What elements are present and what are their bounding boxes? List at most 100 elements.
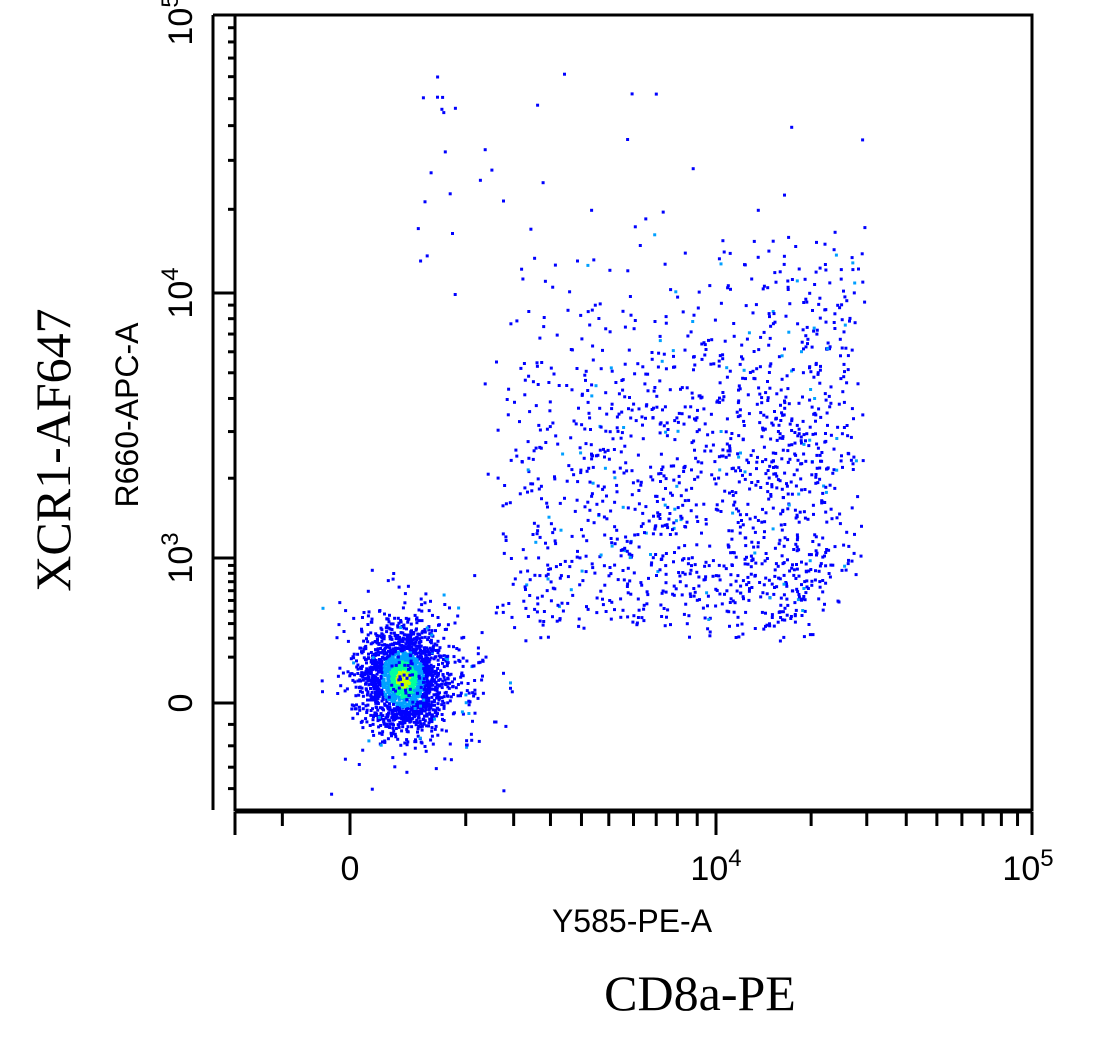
data-point xyxy=(602,515,606,519)
data-point xyxy=(725,417,729,421)
data-point xyxy=(384,695,388,699)
data-point xyxy=(728,369,732,373)
data-point xyxy=(768,336,772,340)
data-point xyxy=(591,481,595,485)
data-point xyxy=(405,770,409,774)
data-point xyxy=(644,531,648,535)
data-point xyxy=(685,520,689,524)
data-point xyxy=(780,411,784,415)
data-point xyxy=(716,508,720,512)
data-point xyxy=(819,562,823,566)
data-point xyxy=(427,673,431,677)
data-point xyxy=(413,707,417,710)
data-point xyxy=(430,629,434,633)
data-point xyxy=(756,455,759,459)
data-point xyxy=(664,430,668,434)
data-point xyxy=(578,556,582,560)
data-point xyxy=(390,678,393,682)
data-point xyxy=(391,722,395,726)
data-point xyxy=(502,551,506,555)
data-point xyxy=(422,662,426,666)
data-point xyxy=(800,614,804,617)
data-point xyxy=(721,499,725,503)
data-point xyxy=(433,717,436,721)
data-point xyxy=(815,453,819,457)
data-point xyxy=(666,608,670,612)
data-point xyxy=(506,413,510,417)
data-point xyxy=(423,690,427,694)
data-point xyxy=(360,650,363,654)
data-point xyxy=(683,572,687,576)
data-point xyxy=(436,712,439,716)
data-point xyxy=(419,722,423,726)
data-point xyxy=(615,483,619,487)
data-point xyxy=(650,561,654,565)
data-point xyxy=(383,646,387,650)
data-point xyxy=(814,481,818,485)
data-point xyxy=(595,611,599,615)
data-point xyxy=(373,693,377,697)
data-point xyxy=(723,339,727,343)
data-point xyxy=(778,639,782,643)
data-point xyxy=(669,288,673,292)
data-point xyxy=(547,515,551,519)
data-point xyxy=(644,404,648,408)
data-point xyxy=(632,614,636,618)
data-point xyxy=(781,413,785,417)
data-point xyxy=(380,650,384,654)
data-point xyxy=(369,687,372,690)
data-point xyxy=(501,603,505,607)
data-point xyxy=(418,637,422,641)
data-point xyxy=(804,334,808,338)
data-point xyxy=(560,601,564,605)
data-point xyxy=(844,568,848,572)
data-point xyxy=(361,707,365,711)
data-point xyxy=(377,715,381,719)
data-point xyxy=(793,452,797,456)
data-point xyxy=(690,556,694,560)
data-point xyxy=(802,301,806,304)
data-point xyxy=(437,648,441,652)
data-point xyxy=(811,633,815,637)
data-point xyxy=(422,698,426,702)
data-point xyxy=(404,633,408,637)
data-point xyxy=(430,695,434,699)
data-point xyxy=(796,434,800,438)
data-point xyxy=(407,701,411,705)
data-point xyxy=(848,319,851,323)
data-point xyxy=(727,453,731,457)
data-point xyxy=(546,563,550,567)
data-point xyxy=(398,637,402,641)
data-point xyxy=(693,563,697,567)
data-point xyxy=(784,395,788,399)
data-point xyxy=(544,574,548,578)
data-point xyxy=(569,348,573,351)
data-point xyxy=(621,309,625,313)
data-point xyxy=(738,387,742,391)
data-point xyxy=(692,439,696,443)
data-point xyxy=(790,566,794,570)
data-point xyxy=(435,687,439,691)
data-point xyxy=(390,637,394,641)
data-point xyxy=(392,667,396,670)
data-point xyxy=(813,411,817,415)
data-point xyxy=(823,242,827,246)
data-point xyxy=(382,718,386,721)
data-point xyxy=(366,640,370,644)
data-point xyxy=(703,422,707,426)
data-point xyxy=(658,431,662,435)
data-point xyxy=(660,557,664,561)
data-point xyxy=(427,636,431,640)
data-point xyxy=(378,670,382,673)
data-point xyxy=(400,683,404,686)
data-point xyxy=(369,631,373,635)
data-point xyxy=(411,678,415,682)
data-point xyxy=(366,674,370,678)
data-point xyxy=(638,244,642,247)
data-point xyxy=(374,682,378,686)
data-point xyxy=(377,683,381,687)
data-point xyxy=(406,620,410,624)
data-point xyxy=(388,667,391,671)
data-point xyxy=(689,509,693,513)
data-point xyxy=(815,551,819,555)
